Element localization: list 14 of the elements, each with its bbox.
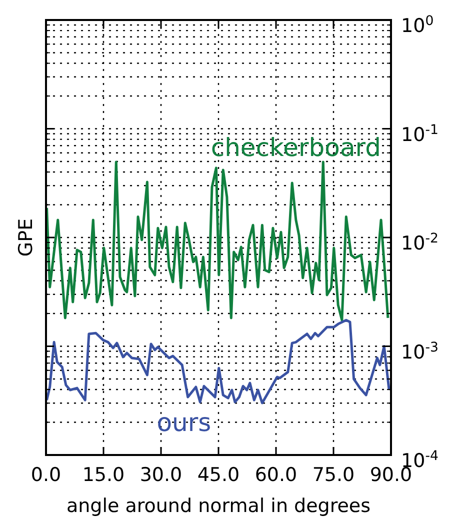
y-tick-label: 10$^{-2}$ xyxy=(401,231,438,254)
x-tick-label: 60.0 xyxy=(254,464,298,486)
series-label: checkerboard xyxy=(210,133,381,162)
x-tick-label: 45.0 xyxy=(197,464,240,486)
y-tick-label: 10$^{-3}$ xyxy=(401,340,438,364)
x-axis-title: angle around normal in degrees xyxy=(66,495,371,517)
series-label: ours xyxy=(156,408,212,437)
x-tick-label: 0.0 xyxy=(30,464,62,486)
x-tick-label: 15.0 xyxy=(82,464,125,486)
x-tick-label: 30.0 xyxy=(140,464,182,486)
y-tick-label: 10$^{0}$ xyxy=(401,14,434,37)
y-axis-title: GPE xyxy=(15,218,37,257)
x-tick-label: 75.0 xyxy=(312,464,355,486)
y-tick-label: 10$^{-1}$ xyxy=(401,122,438,146)
